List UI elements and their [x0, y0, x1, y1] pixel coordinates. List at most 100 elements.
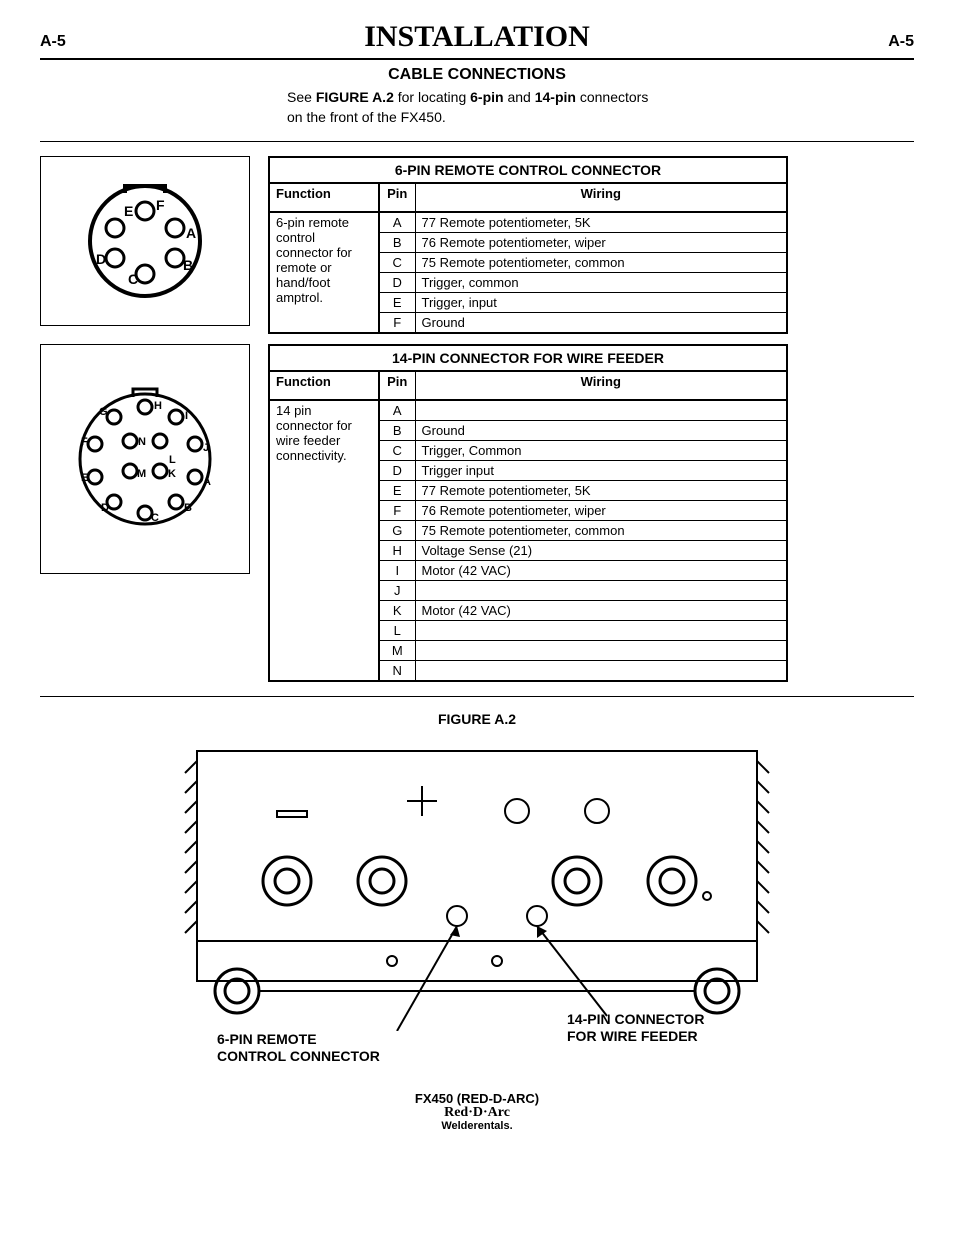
pin-label-a: A	[186, 225, 196, 241]
intro-figure-ref: FIGURE A.2	[316, 89, 394, 105]
six-pin-function-text: 6-pin remote control connector for remot…	[269, 212, 379, 333]
fourteen-pin-function-text: 14 pin connector for wire feeder connect…	[269, 400, 379, 681]
col-wiring: Wiring	[415, 183, 787, 212]
col-pin: Pin	[379, 371, 415, 400]
page-title: INSTALLATION	[364, 20, 590, 54]
fourteen-pin-table: 14-PIN CONNECTOR FOR WIRE FEEDER Functio…	[268, 344, 788, 682]
label-14pin-l1: 14-PIN CONNECTOR	[567, 1011, 704, 1027]
table-cell: Trigger, Common	[415, 441, 787, 461]
pin-label: G	[99, 406, 108, 418]
fourteen-pin-diagram: H I J A B C D E F G N M K L	[40, 344, 250, 574]
table-cell	[415, 621, 787, 641]
table-cell	[415, 400, 787, 421]
table-cell: Trigger, common	[415, 273, 787, 293]
table-cell: H	[379, 541, 415, 561]
table-cell: Voltage Sense (21)	[415, 541, 787, 561]
table-cell: I	[379, 561, 415, 581]
intro-mid: for locating	[394, 89, 470, 105]
figure-heading: FIGURE A.2	[40, 711, 914, 727]
table-cell: 75 Remote potentiometer, common	[415, 253, 787, 273]
table-cell: D	[379, 273, 415, 293]
table-cell: D	[379, 461, 415, 481]
six-pin-block: F A B C D E 6-PIN REMOTE CONTROL CONNECT…	[40, 156, 914, 334]
table-cell: J	[379, 581, 415, 601]
table-cell: K	[379, 601, 415, 621]
pin-label: K	[168, 468, 176, 480]
brand-subtext: Welderentals.	[40, 1120, 914, 1132]
table-cell: Motor (42 VAC)	[415, 601, 787, 621]
pin-label: N	[138, 436, 146, 448]
label-6pin: 6-PIN REMOTE CONTROL CONNECTOR	[217, 1031, 380, 1065]
intro-and: and	[504, 89, 535, 105]
pin-label-c: C	[128, 271, 138, 287]
table-cell: 77 Remote potentiometer, 5K	[415, 212, 787, 233]
col-function: Function	[269, 183, 379, 212]
table-cell: Ground	[415, 421, 787, 441]
col-pin: Pin	[379, 183, 415, 212]
rule	[40, 696, 914, 697]
page-header: A-5 INSTALLATION A-5	[40, 20, 914, 60]
fourteen-pin-connector-icon: H I J A B C D E F G N M K L	[55, 369, 235, 549]
label-14pin-l2: FOR WIRE FEEDER	[567, 1028, 698, 1044]
brand-text: Red·D·Arc	[40, 1106, 914, 1120]
table-cell: Motor (42 VAC)	[415, 561, 787, 581]
intro-14pin: 14-pin	[535, 89, 576, 105]
pin-label-e: E	[124, 203, 133, 219]
page-number-right: A-5	[888, 33, 914, 51]
page-number-left: A-5	[40, 33, 66, 51]
table-cell	[415, 581, 787, 601]
table-cell: C	[379, 253, 415, 273]
intro-6pin: 6-pin	[470, 89, 503, 105]
six-pin-table: 6-PIN REMOTE CONTROL CONNECTOR Function …	[268, 156, 788, 334]
intro-text: See FIGURE A.2 for locating 6-pin and 14…	[287, 88, 667, 127]
page-footer: FX450 (RED-D-ARC) Red·D·Arc Welderentals…	[40, 1091, 914, 1132]
pin-label: D	[101, 502, 109, 514]
pin-label-b: B	[183, 257, 193, 273]
table-cell: 77 Remote potentiometer, 5K	[415, 481, 787, 501]
table-cell: F	[379, 501, 415, 521]
model-text: FX450 (RED-D-ARC)	[40, 1091, 914, 1106]
table-cell	[415, 641, 787, 661]
table-cell	[415, 661, 787, 682]
table-cell: A	[379, 212, 415, 233]
intro-prefix: See	[287, 89, 316, 105]
table-cell: Ground	[415, 313, 787, 334]
table-cell: Trigger input	[415, 461, 787, 481]
table-cell: B	[379, 421, 415, 441]
six-pin-table-title: 6-PIN REMOTE CONTROL CONNECTOR	[269, 157, 787, 183]
pin-label-f: F	[156, 197, 165, 213]
table-cell: A	[379, 400, 415, 421]
pin-label: F	[81, 436, 88, 448]
table-cell: E	[379, 293, 415, 313]
col-wiring: Wiring	[415, 371, 787, 400]
col-function: Function	[269, 371, 379, 400]
table-cell: 75 Remote potentiometer, common	[415, 521, 787, 541]
pin-label: A	[203, 476, 211, 488]
table-cell: Trigger, input	[415, 293, 787, 313]
label-6pin-l1: 6-PIN REMOTE	[217, 1031, 317, 1047]
table-cell: 76 Remote potentiometer, wiper	[415, 233, 787, 253]
pin-label: E	[81, 472, 88, 484]
pin-label: B	[184, 502, 192, 514]
table-cell: E	[379, 481, 415, 501]
fourteen-pin-block: H I J A B C D E F G N M K L 14-PIN CONNE…	[40, 344, 914, 682]
rule	[40, 141, 914, 142]
pin-label: J	[203, 442, 209, 454]
machine-front-icon	[177, 731, 777, 1031]
table-cell: N	[379, 661, 415, 682]
table-cell: C	[379, 441, 415, 461]
pin-label: H	[154, 400, 162, 412]
label-14pin: 14-PIN CONNECTOR FOR WIRE FEEDER	[567, 1011, 704, 1045]
table-cell: B	[379, 233, 415, 253]
table-cell: F	[379, 313, 415, 334]
pin-label: I	[185, 410, 188, 422]
pin-label: L	[169, 454, 176, 466]
table-cell: L	[379, 621, 415, 641]
table-cell: G	[379, 521, 415, 541]
pin-label: M	[137, 468, 146, 480]
six-pin-diagram: F A B C D E	[40, 156, 250, 326]
figure-a2: 14-PIN CONNECTOR FOR WIRE FEEDER 6-PIN R…	[157, 731, 797, 1031]
pin-label: C	[151, 512, 159, 524]
fourteen-pin-table-title: 14-PIN CONNECTOR FOR WIRE FEEDER	[269, 345, 787, 371]
label-6pin-l2: CONTROL CONNECTOR	[217, 1048, 380, 1064]
